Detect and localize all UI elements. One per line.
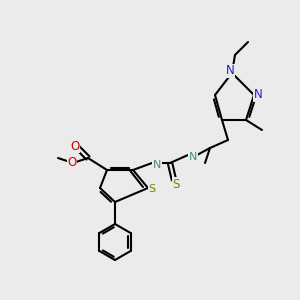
Text: H: H — [154, 160, 161, 170]
Text: O: O — [68, 157, 76, 169]
Text: H: H — [190, 152, 197, 162]
Text: O: O — [70, 140, 80, 152]
Text: N: N — [254, 88, 262, 101]
Text: S: S — [148, 184, 156, 194]
Text: N: N — [153, 160, 161, 170]
Text: N: N — [189, 152, 197, 162]
Text: S: S — [172, 178, 180, 190]
Text: N: N — [226, 64, 234, 77]
